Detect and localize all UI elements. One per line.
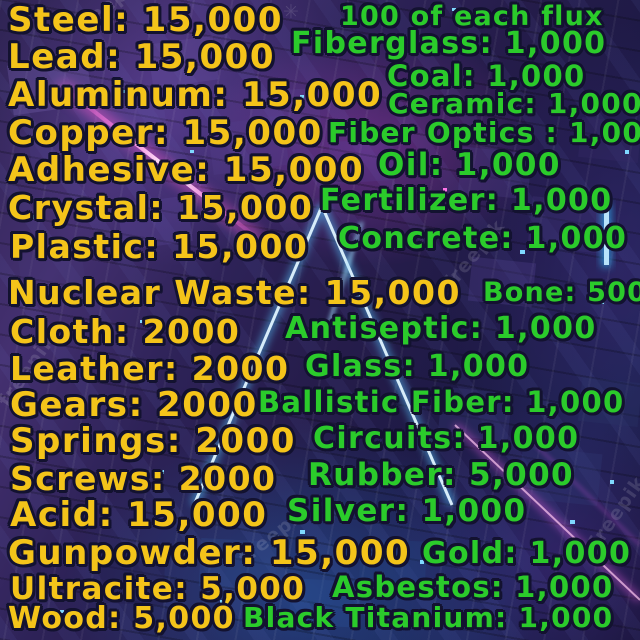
resource-line: Ballistic Fiber: 1,000 xyxy=(258,385,625,419)
resource-line: Plastic: 15,000 xyxy=(10,227,309,266)
resource-line: Rubber: 5,000 xyxy=(308,457,575,493)
resource-line: Aluminum: 15,000 xyxy=(8,75,383,115)
resource-line: Fiber Optics : 1,000 xyxy=(328,116,640,149)
resource-line: Cloth: 2000 xyxy=(10,312,241,351)
resource-line: Gears: 2000 xyxy=(10,385,258,425)
resource-line: Concrete: 1,000 xyxy=(338,221,628,256)
resource-line: Bone: 500 xyxy=(483,277,640,308)
resource-line: Black Titanium: 1,000 xyxy=(243,601,614,634)
resource-line: Crystal: 15,000 xyxy=(8,188,314,227)
resource-line: Leather: 2000 xyxy=(10,349,290,388)
resource-line: Glass: 1,000 xyxy=(305,349,530,384)
resource-line: Springs: 2000 xyxy=(10,421,296,461)
resource-line: Fertilizer: 1,000 xyxy=(320,183,613,218)
resource-line: Nuclear Waste: 15,000 xyxy=(8,273,461,312)
resource-line: Asbestos: 1,000 xyxy=(332,570,614,604)
resource-line: Acid: 15,000 xyxy=(10,495,268,535)
resource-line: Lead: 15,000 xyxy=(8,37,276,77)
resource-line: Coal: 1,000 xyxy=(387,59,586,93)
resource-line: Antiseptic: 1,000 xyxy=(285,311,597,346)
resource-line: Copper: 15,000 xyxy=(8,113,323,153)
resource-line: Oil: 1,000 xyxy=(378,147,561,183)
resource-line: Circuits: 1,000 xyxy=(313,421,580,456)
resource-line: Gold: 1,000 xyxy=(422,536,632,571)
resource-line: Fiberglass: 1,000 xyxy=(291,26,607,61)
resource-line: Ultracite: 5,000 xyxy=(10,571,306,607)
resource-line: Gunpowder: 15,000 xyxy=(8,533,411,573)
resource-line: 100 of each flux xyxy=(340,1,604,32)
resource-line: Screws: 2000 xyxy=(10,459,277,498)
resource-line: Silver: 1,000 xyxy=(287,493,527,529)
resource-line: Adhesive: 15,000 xyxy=(8,150,365,190)
resource-line: Steel: 15,000 xyxy=(8,0,284,40)
resource-line: Wood: 5,000 xyxy=(8,601,235,636)
resource-line: Ceramic: 1,000 xyxy=(388,87,640,120)
